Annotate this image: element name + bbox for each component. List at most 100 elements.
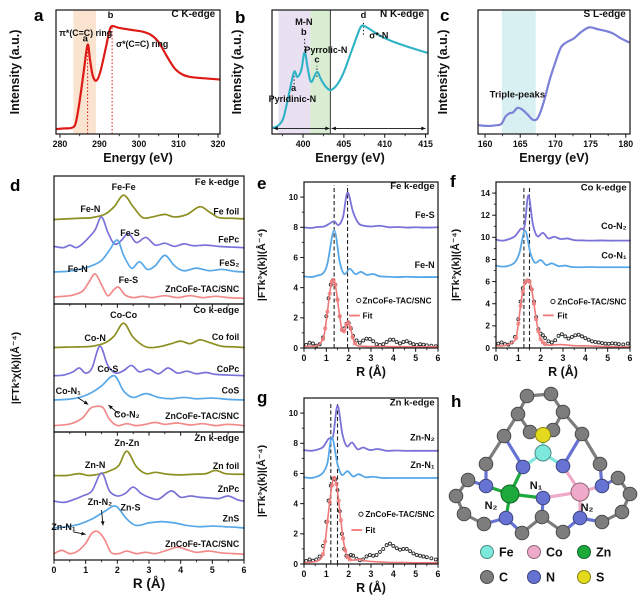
- text-label: R (Å): [548, 364, 578, 379]
- curve-Co-foil: [53, 322, 245, 349]
- text-label: Co-N₁: [601, 250, 626, 260]
- atom-N: [515, 459, 531, 475]
- subpanel-d-0: Fe k-edge Fe-Fe Fe foil Fe-N FePc Fe-S FeS₂ Fe-…: [53, 175, 245, 308]
- atom-N: [535, 490, 551, 506]
- panel-label-h: h: [451, 392, 462, 411]
- atom-C: [555, 524, 571, 540]
- atom-S: [535, 427, 551, 443]
- text-label: Energy (eV): [103, 151, 172, 165]
- axis-box: [55, 9, 221, 135]
- text-label: Co-N₁: [56, 386, 81, 396]
- atom-Fe: [534, 444, 552, 462]
- atom-C: [522, 424, 538, 440]
- legend-marker-icon: [356, 297, 362, 304]
- panel-label-a: a: [34, 6, 44, 25]
- curve-C-K-edge: [55, 24, 221, 131]
- y-axis-label: |FTk³χ(k)|(Å⁻⁴): [255, 229, 268, 301]
- text-label: 405: [337, 139, 352, 149]
- text-label: 0: [293, 343, 298, 353]
- atom-C: [594, 514, 610, 530]
- panel-label-g: g: [257, 388, 268, 407]
- text-label: 6: [242, 565, 247, 575]
- text-label: ZnCoFe-TAC/SNC: [365, 510, 434, 519]
- text-label: 160: [478, 139, 493, 149]
- text-label: 4: [391, 353, 396, 363]
- text-label: Zn foil: [213, 461, 239, 471]
- text-label: a: [83, 34, 89, 45]
- text-label: 0: [293, 559, 298, 569]
- text-label: Fe-N: [415, 260, 435, 270]
- axis-box: [303, 397, 439, 565]
- atom-C: [610, 470, 626, 486]
- subpanel-d-1: Co k-edge Co-Co Co foil Co-N CoPc Co-S CoS Co-N…: [53, 303, 245, 436]
- text-label: 2: [538, 353, 543, 363]
- legend-swatch-S: [577, 570, 591, 584]
- text-label: 280: [53, 139, 68, 149]
- atom-N: [555, 458, 571, 474]
- curve-ZnCoFe-TAC-SNC: [53, 273, 245, 300]
- text-label: 0: [485, 343, 490, 353]
- panel-d-plot: Fe k-edge Fe-Fe Fe foil Fe-N FePc Fe-S FeS₂ Fe-…: [9, 175, 247, 591]
- text-label: Pyrrolic-N: [304, 45, 347, 55]
- text-label: Fit: [365, 526, 375, 535]
- text-label: FeS₂: [219, 258, 239, 268]
- panel-label-d: d: [10, 176, 21, 195]
- curve-CoPc: [53, 345, 245, 377]
- atom-C: [543, 386, 559, 402]
- panel-a: a C K-edge π*(C=C) ring a b σ*(C=C) ring 280 2…: [6, 2, 228, 168]
- text-label: Fe-Fe: [112, 182, 136, 192]
- curve-Zn-N1: [303, 436, 439, 479]
- subpanel-f-0: ZnCoFe-TAC/SNC Fit 0 2 4 6 8 10 12 14 Co k-edge Co-…: [481, 181, 631, 353]
- text-label: ZnCoFe-TAC/SNC: [165, 411, 240, 421]
- text-label: ZnCoFe-TAC/SNC: [165, 284, 240, 294]
- text-label: 6: [436, 569, 441, 579]
- curve-Fe-S: [303, 191, 439, 229]
- text-label: Zn k-edge: [194, 433, 239, 444]
- scatter-fit-markers: [320, 475, 352, 562]
- text-label: ZnS: [223, 514, 240, 524]
- text-label: 400: [296, 139, 311, 149]
- text-label: 2: [293, 529, 298, 539]
- text-label: 4: [293, 498, 298, 508]
- panel-c-plot: S L-edge Triple-peaks 160 165 170 175 180 Energ…: [436, 9, 633, 165]
- legend-marker-icon: [550, 298, 556, 305]
- text-label: 10: [481, 232, 491, 242]
- text-label: Fit: [557, 311, 567, 320]
- text-label: 10: [289, 408, 299, 418]
- text-label: 0: [302, 353, 307, 363]
- legend-marker-icon: [358, 511, 364, 517]
- panel-f: f ZnCoFe-TAC/SNC Fit 0 2 4 6 8 10 12 14 Co k-edge C…: [446, 168, 638, 386]
- legend-swatch-Co: [527, 545, 541, 559]
- text-label: N₂: [485, 500, 498, 512]
- text-label: 4: [391, 569, 396, 579]
- legend-swatch-C: [480, 570, 494, 584]
- subpanel-g-0: ZnCoFe-TAC/SNC Fit 0 2 4 6 8 10 Zn k-edge Zn-N₂ Zn…: [289, 397, 439, 569]
- text-label: Co-N₂: [601, 221, 627, 231]
- text-label: S: [596, 571, 604, 585]
- legend-swatch-N: [527, 570, 541, 584]
- panel-label-c: c: [440, 6, 450, 25]
- atom-C: [555, 404, 571, 420]
- atom-C: [534, 509, 550, 525]
- text-label: 2: [115, 565, 120, 575]
- y-axis-label: |FTk³χ(k)|(Å⁻⁴): [9, 332, 22, 404]
- curve-ZnCoFe-TAC-SNC: [53, 405, 245, 427]
- text-label: 290: [92, 139, 107, 149]
- text-label: a: [291, 83, 297, 93]
- text-label: Fe-N: [68, 264, 88, 274]
- scatter-fit-markers: [320, 278, 357, 346]
- panel-label-e: e: [257, 174, 267, 193]
- atom-N: [594, 478, 610, 494]
- text-label: Co-S: [97, 364, 118, 374]
- curve-CoS: [53, 374, 245, 401]
- text-label: FePc: [218, 235, 239, 245]
- atom-C: [614, 504, 630, 520]
- atom-C: [514, 525, 530, 541]
- text-label: ZnPc: [218, 484, 240, 494]
- text-label: 5: [413, 569, 418, 579]
- text-label: 14: [481, 188, 491, 198]
